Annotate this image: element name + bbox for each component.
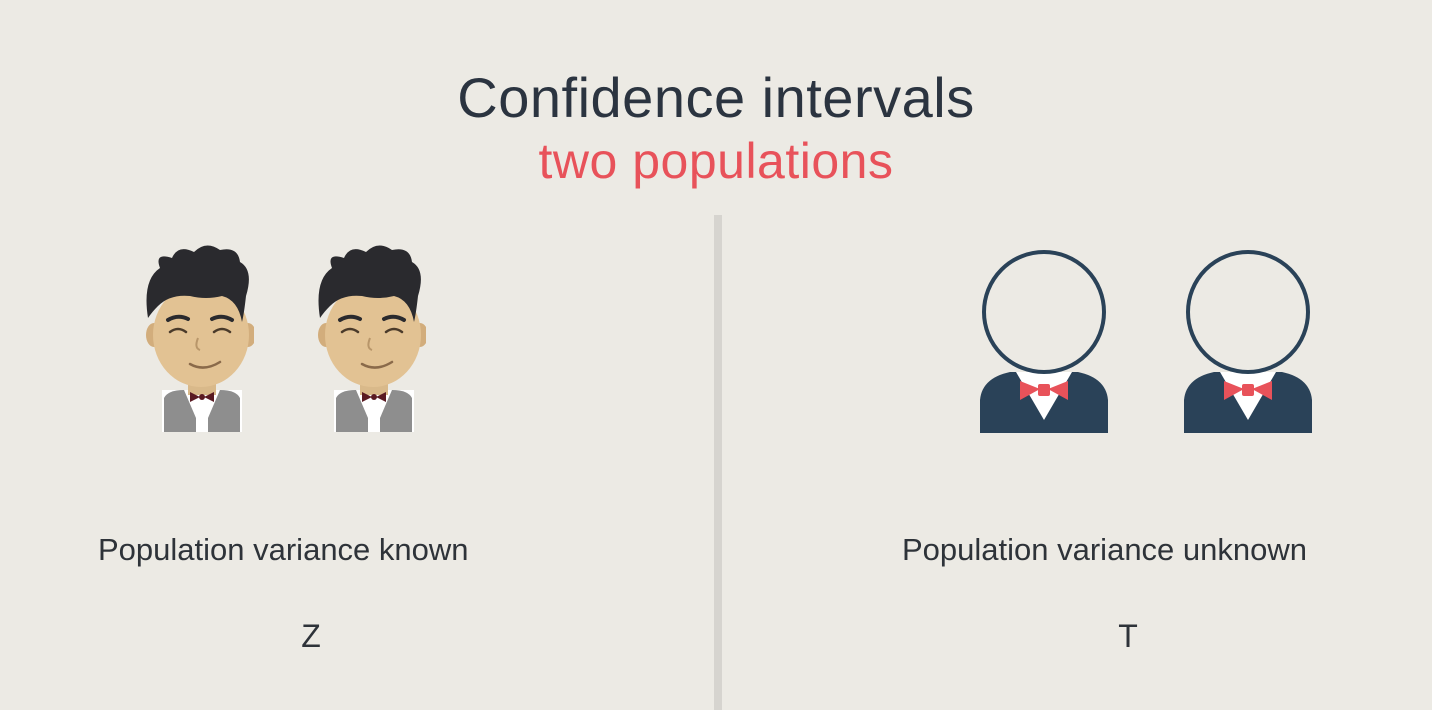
- variance-known-label: Population variance known: [98, 532, 469, 567]
- z-statistic-label: Z: [301, 618, 321, 654]
- page-subtitle: two populations: [538, 133, 894, 189]
- variance-unknown-label: Population variance unknown: [902, 532, 1307, 567]
- vertical-divider: [714, 215, 722, 710]
- t-statistic-label: T: [1118, 618, 1138, 654]
- person-cartoon-icon: [306, 240, 428, 440]
- person-cartoon-icon: [134, 240, 256, 440]
- page-title: Confidence intervals: [457, 66, 975, 129]
- person-outline-icon: [976, 250, 1112, 440]
- person-outline-icon: [1180, 250, 1316, 440]
